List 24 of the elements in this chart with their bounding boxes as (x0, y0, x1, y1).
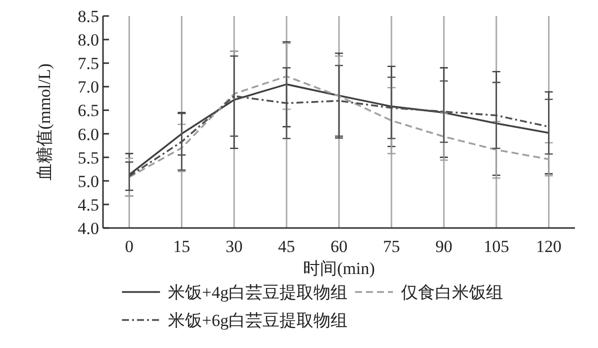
x-tick-label: 60 (330, 237, 348, 256)
y-tick-label: 6.5 (78, 101, 99, 120)
y-tick-label: 8.5 (78, 7, 99, 26)
x-tick-label: 15 (173, 237, 190, 256)
y-tick-label: 6.0 (78, 124, 99, 144)
y-tick-label: 7.0 (78, 78, 99, 97)
y-tick-label: 5.5 (78, 148, 99, 168)
x-tick-label: 30 (226, 237, 243, 256)
y-tick-label: 4.0 (78, 219, 99, 238)
x-tick-label: 90 (435, 237, 452, 256)
y-tick-label: 7.5 (78, 54, 99, 74)
x-tick-label: 0 (124, 237, 134, 256)
y-tick-label: 4.5 (78, 195, 99, 214)
legend-label: 米饭+6g白芸豆提取物组 (168, 311, 348, 330)
x-axis-title: 时间(min) (303, 259, 375, 278)
y-tick-label: 5.0 (78, 172, 99, 191)
legend-label: 米饭+4g白芸豆提取物组 (168, 283, 348, 302)
x-tick-label: 45 (278, 237, 296, 256)
y-tick-label: 8.0 (78, 30, 99, 50)
x-tick-label: 120 (536, 237, 562, 256)
x-tick-label: 75 (382, 237, 400, 256)
y-axis-title: 血糖值(mmol/L) (35, 63, 54, 181)
x-tick-label: 105 (484, 237, 510, 256)
legend-label: 仅食白米饭组 (401, 283, 503, 302)
